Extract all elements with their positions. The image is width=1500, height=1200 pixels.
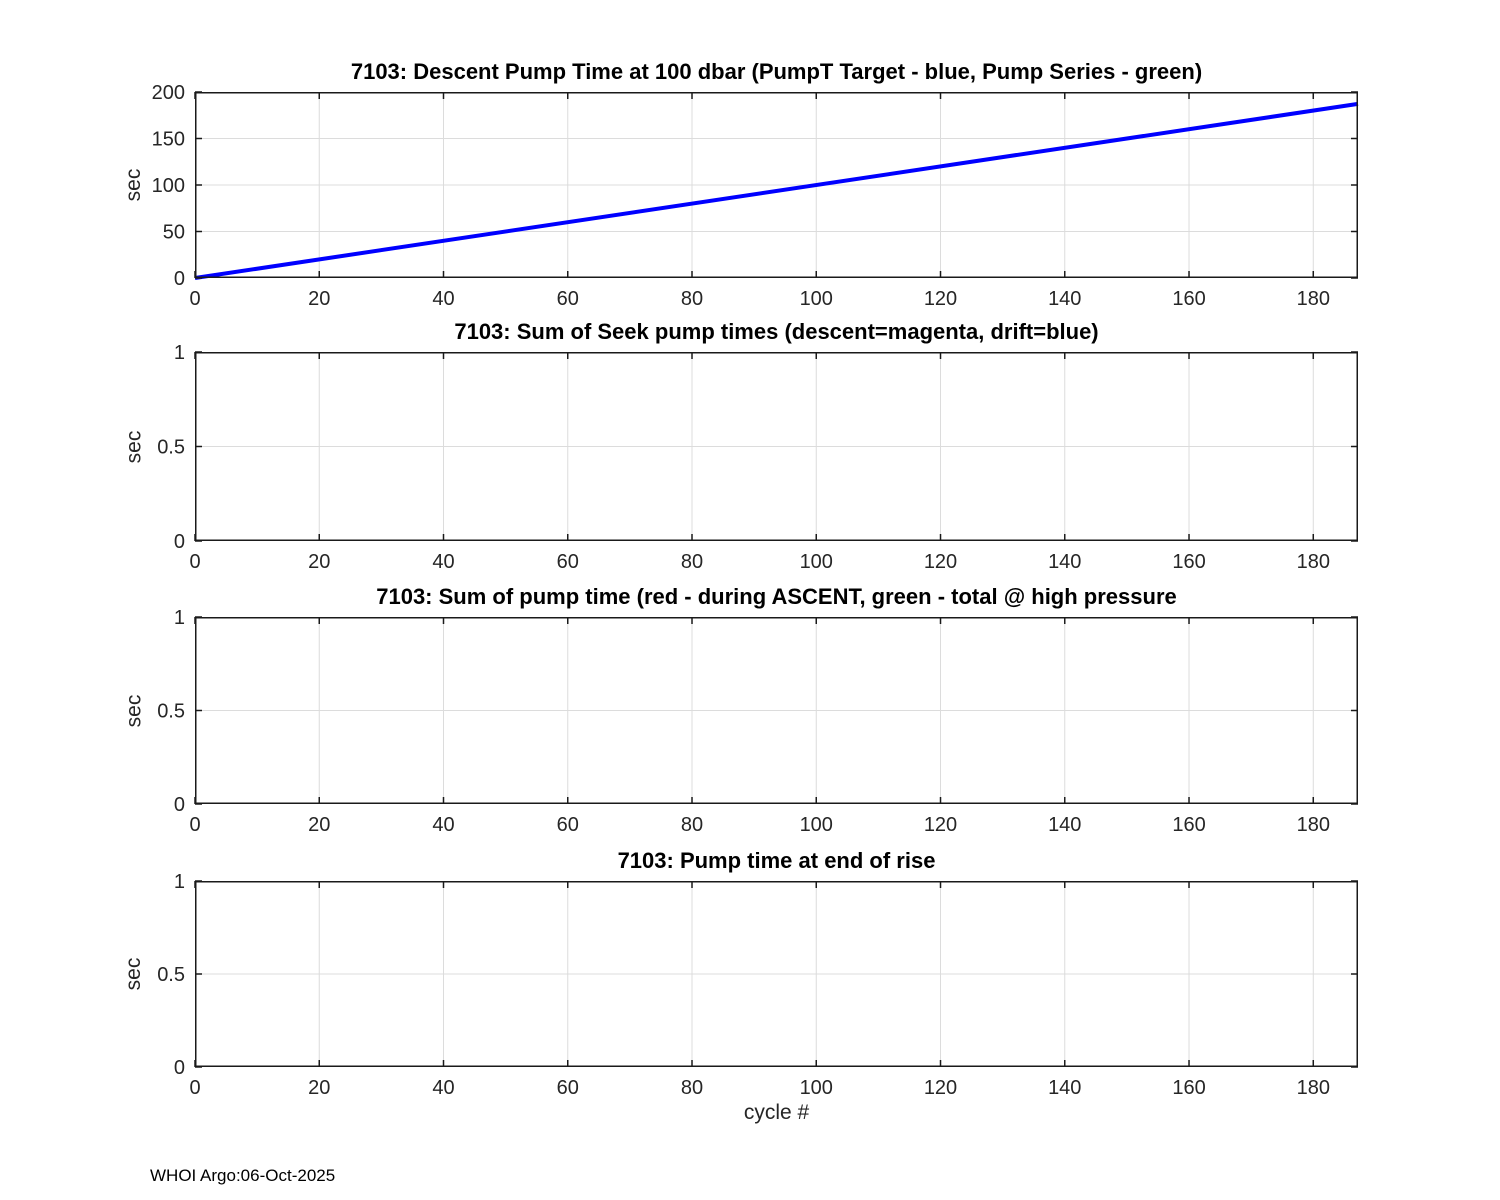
subplot-4-title: 7103: Pump time at end of rise: [617, 848, 936, 873]
x-tick-label: 20: [308, 1077, 330, 1099]
x-tick-label: 20: [308, 814, 330, 836]
x-tick-label: 60: [557, 1077, 579, 1099]
x-tick-label: 120: [924, 814, 957, 836]
x-tick-label: 100: [800, 814, 833, 836]
x-tick-label: 160: [1172, 1077, 1205, 1099]
x-tick-label: 0: [189, 1077, 200, 1099]
x-tick-label: 140: [1048, 288, 1081, 310]
y-tick-label: 100: [152, 175, 185, 197]
x-tick-label: 60: [557, 288, 579, 310]
y-tick-label: 0: [174, 794, 185, 816]
y-tick-label: 1: [174, 607, 185, 629]
x-tick-label: 40: [432, 1077, 454, 1099]
subplot-4-plot-area: 0 20 40 60 80 100 120 140 160 180 0 0.5 1: [157, 871, 1358, 1099]
axes-box: [194, 880, 1358, 1068]
y-tick-label: 0.5: [157, 964, 185, 986]
tick-labels: 0 20 40 60 80 100 120 140 160 180 0 0.5 1: [157, 607, 1330, 836]
grid-lines: [195, 617, 1358, 804]
x-tick-label: 160: [1172, 814, 1205, 836]
subplot-2-plot-area: 0 20 40 60 80 100 120 140 160 180 0 0.5 1: [157, 342, 1358, 573]
y-tick-label: 0.5: [157, 437, 185, 459]
grid-lines: [195, 92, 1358, 278]
tick-labels: 0 20 40 60 80 100 120 140 160 180 0 50 100 150 200: [152, 82, 1330, 310]
subplot-4-ylabel: sec: [122, 957, 145, 991]
x-tick-label: 80: [681, 1077, 703, 1099]
x-tick-label: 100: [800, 288, 833, 310]
y-tick-label: 150: [152, 129, 185, 151]
x-tick-label: 20: [308, 551, 330, 573]
x-tick-label: 80: [681, 551, 703, 573]
x-tick-label: 160: [1172, 551, 1205, 573]
subplot-3-plot-area: 0 20 40 60 80 100 120 140 160 180 0 0.5 1: [157, 607, 1358, 836]
x-tick-label: 20: [308, 288, 330, 310]
x-tick-label: 60: [557, 814, 579, 836]
x-tick-label: 160: [1172, 288, 1205, 310]
subplot-2-ylabel: sec: [122, 430, 145, 463]
grid-lines: [195, 352, 1358, 541]
x-tick-label: 180: [1297, 1077, 1330, 1099]
y-tick-label: 1: [174, 871, 185, 893]
x-tick-label: 40: [432, 551, 454, 573]
y-tick-label: 0: [174, 268, 185, 290]
axes-box: [194, 351, 1358, 542]
x-tick-label: 100: [800, 1077, 833, 1099]
x-tick-label: 0: [189, 551, 200, 573]
subplot-1-title: 7103: Descent Pump Time at 100 dbar (Pum…: [350, 59, 1203, 84]
subplot-1-plot-area: 0 20 40 60 80 100 120 140 160 180 0 50 100 150 200: [152, 82, 1359, 310]
y-tick-label: 0.5: [157, 701, 185, 723]
x-tick-label: 140: [1048, 1077, 1081, 1099]
x-tick-label: 180: [1297, 551, 1330, 573]
subplot-3-title: 7103: Sum of pump time (red - during ASC…: [376, 584, 1177, 609]
axes-box: [194, 616, 1358, 805]
x-tick-label: 120: [924, 288, 957, 310]
subplot-3-ylabel: sec: [122, 694, 145, 727]
y-tick-label: 1: [174, 342, 185, 364]
x-tick-label: 80: [681, 814, 703, 836]
tick-labels: 0 20 40 60 80 100 120 140 160 180 0 0.5 1: [157, 871, 1330, 1099]
x-tick-label: 120: [924, 1077, 957, 1099]
y-tick-label: 50: [163, 222, 185, 244]
axes-box: [194, 91, 1358, 279]
x-tick-label: 60: [557, 551, 579, 573]
x-tick-label: 0: [189, 814, 200, 836]
watermark-text: WHOI Argo:06-Oct-2025: [150, 1166, 336, 1185]
y-tick-label: 200: [152, 82, 185, 104]
x-tick-label: 0: [189, 288, 200, 310]
x-tick-label: 40: [432, 288, 454, 310]
x-tick-label: 180: [1297, 814, 1330, 836]
subplot-1-ylabel: sec: [122, 168, 145, 202]
subplot-2-title: 7103: Sum of Seek pump times (descent=ma…: [454, 319, 1099, 344]
x-tick-label: 40: [432, 814, 454, 836]
x-tick-label: 140: [1048, 551, 1081, 573]
tick-labels: 0 20 40 60 80 100 120 140 160 180 0 0.5 1: [157, 342, 1330, 573]
grid-lines: [195, 881, 1358, 1067]
y-tick-label: 0: [174, 531, 185, 553]
x-tick-label: 140: [1048, 814, 1081, 836]
x-tick-label: 120: [924, 551, 957, 573]
x-tick-label: 80: [681, 288, 703, 310]
x-tick-label: 100: [800, 551, 833, 573]
x-tick-label: 180: [1297, 288, 1330, 310]
y-tick-label: 0: [174, 1057, 185, 1079]
x-axis-label: cycle #: [743, 1101, 810, 1124]
series-line-0: [194, 101, 1359, 280]
